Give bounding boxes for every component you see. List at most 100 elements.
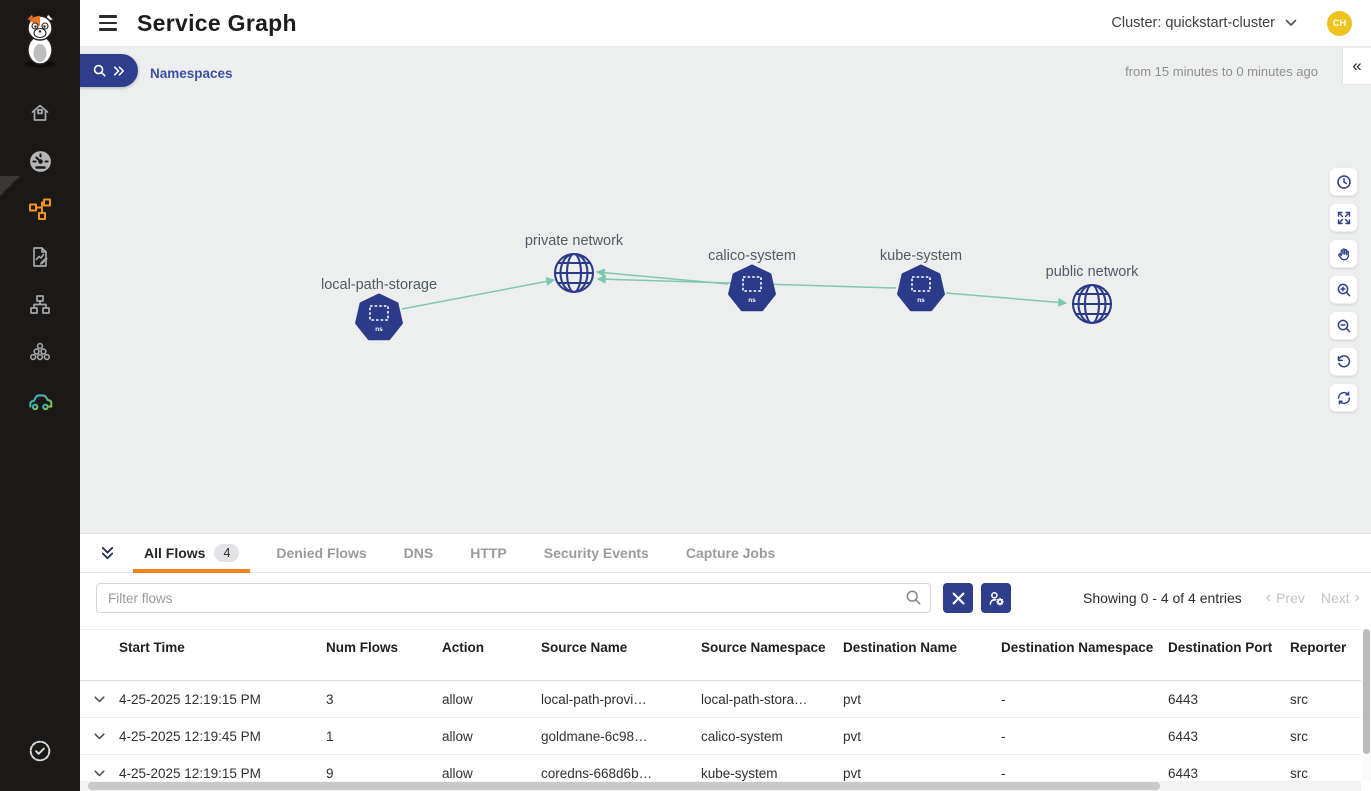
- cell-action: allow: [442, 728, 473, 744]
- pagination: ‹ Prev Next ›: [1265, 589, 1360, 607]
- home-icon: [31, 104, 49, 121]
- tab-capture-jobs[interactable]: Capture Jobs: [675, 534, 786, 573]
- column-header[interactable]: Action: [442, 640, 484, 655]
- node-label: kube-system: [880, 248, 962, 264]
- cell-num-flows: 9: [326, 765, 334, 781]
- search-icon[interactable]: [905, 589, 922, 611]
- tab-dns[interactable]: DNS: [393, 534, 445, 573]
- tab-all-flows[interactable]: All Flows 4: [133, 534, 251, 573]
- sidebar-item-components[interactable]: [0, 329, 80, 377]
- refresh-button[interactable]: [1329, 383, 1358, 412]
- tab-label: All Flows: [144, 545, 206, 561]
- tab-label: DNS: [403, 545, 434, 561]
- graph-tools: [1329, 167, 1358, 412]
- next-page-button[interactable]: Next ›: [1320, 589, 1360, 607]
- cell-reporter: src: [1290, 691, 1308, 707]
- search-icon: [93, 64, 106, 77]
- time-settings-button[interactable]: [1329, 167, 1358, 196]
- policies-icon: [33, 247, 48, 267]
- pan-hand-icon: [1337, 247, 1349, 260]
- namespace-glyph: [911, 276, 931, 292]
- cell-action: allow: [442, 691, 473, 707]
- cell-reporter: src: [1290, 765, 1308, 781]
- avatar[interactable]: CH: [1327, 10, 1352, 36]
- sidebar-item-home[interactable]: [0, 89, 80, 137]
- sidebar: [0, 0, 80, 791]
- hamburger-menu-icon[interactable]: [99, 13, 119, 33]
- cluster-selector[interactable]: Cluster: quickstart-cluster: [1111, 15, 1297, 31]
- sidebar-item-service-graph[interactable]: [0, 185, 80, 233]
- zoom-in-button[interactable]: [1329, 275, 1358, 304]
- sidebar-item-dashboard[interactable]: [0, 137, 80, 185]
- node-kube-system[interactable]: ns kube-system: [878, 247, 964, 312]
- node-local-path-storage[interactable]: ns local-path-storage: [319, 276, 439, 341]
- column-header[interactable]: Num Flows: [326, 640, 399, 655]
- flows-filter-row: Showing 0 - 4 of 4 entries ‹Prev Next›: [96, 583, 1360, 613]
- horizontal-scrollbar-thumb[interactable]: [88, 782, 1160, 790]
- dashboard-gauge-icon: [29, 150, 51, 172]
- node-public-network[interactable]: public network: [1044, 263, 1141, 325]
- collapse-side-panel-button[interactable]: «: [1342, 48, 1371, 85]
- sidebar-item-certificate[interactable]: [0, 729, 80, 773]
- table-row[interactable]: 4-25-2025 12:19:45 PM 1 allow goldmane-6…: [80, 718, 1361, 755]
- namespace-heptagon-icon: [728, 264, 776, 312]
- filter-flows-input[interactable]: [96, 583, 931, 613]
- breadcrumb[interactable]: Namespaces: [150, 66, 233, 81]
- cell-destination-port: 6443: [1168, 765, 1199, 781]
- edge-kube-to-public: [945, 292, 1068, 307]
- expand-row-button[interactable]: [80, 769, 119, 777]
- column-header[interactable]: Destination Name: [843, 640, 958, 655]
- tab-count-badge: 4: [214, 544, 240, 562]
- column-header[interactable]: Destination Namespace: [1001, 640, 1154, 655]
- flow-settings-button[interactable]: [981, 583, 1011, 613]
- cell-destination-namespace: -: [1001, 728, 1006, 744]
- service-graph-svg[interactable]: private network public network ns local-…: [80, 47, 1371, 533]
- column-header[interactable]: Reporter: [1290, 640, 1347, 655]
- expand-row-button[interactable]: [80, 732, 119, 740]
- sidebar-item-policies[interactable]: [0, 233, 80, 281]
- cell-num-flows: 1: [326, 728, 334, 744]
- cell-source-namespace: kube-system: [701, 765, 778, 781]
- zoom-out-button[interactable]: [1329, 311, 1358, 340]
- tab-denied-flows[interactable]: Denied Flows: [265, 534, 377, 573]
- cell-source-namespace: calico-system: [701, 728, 783, 744]
- column-header[interactable]: Destination Port: [1168, 640, 1273, 655]
- reset-layout-button[interactable]: [1329, 347, 1358, 376]
- column-header[interactable]: Source Namespace: [701, 640, 826, 655]
- cell-reporter: src: [1290, 728, 1308, 744]
- node-label: public network: [1046, 264, 1139, 280]
- components-cluster-icon: [29, 342, 50, 361]
- column-header[interactable]: Source Name: [541, 640, 628, 655]
- table-row[interactable]: 4-25-2025 12:19:15 PM 9 allow coredns-66…: [80, 755, 1361, 791]
- cell-start-time: 4-25-2025 12:19:45 PM: [119, 728, 261, 744]
- vertical-scrollbar-thumb[interactable]: [1363, 629, 1370, 754]
- time-settings-icon: [1336, 174, 1351, 189]
- showing-entries-label: Showing 0 - 4 of 4 entries: [1083, 590, 1242, 606]
- namespace-heptagon-icon: [355, 293, 403, 341]
- expand-row-button[interactable]: [80, 695, 119, 703]
- active-item-notch: [0, 176, 20, 196]
- sidebar-item-compliance[interactable]: [0, 377, 80, 425]
- cell-destination-namespace: -: [1001, 765, 1006, 781]
- pan-button[interactable]: [1329, 239, 1358, 268]
- cell-source-name: coredns-668d6b…: [541, 765, 653, 781]
- cell-source-name: goldmane-6c98…: [541, 728, 648, 744]
- tab-http[interactable]: HTTP: [459, 534, 518, 573]
- graph-search-button[interactable]: [80, 54, 138, 87]
- sidebar-item-network[interactable]: [0, 281, 80, 329]
- clear-filter-button[interactable]: [943, 583, 973, 613]
- node-calico-system[interactable]: ns calico-system: [707, 247, 797, 312]
- prev-page-button[interactable]: ‹ Prev: [1265, 589, 1305, 607]
- horizontal-scrollbar[interactable]: [80, 781, 1361, 791]
- node-private-network[interactable]: private network: [523, 232, 625, 294]
- table-row[interactable]: 4-25-2025 12:19:15 PM 3 allow local-path…: [80, 681, 1361, 718]
- namespace-glyph: [369, 305, 389, 321]
- fit-screen-button[interactable]: [1329, 203, 1358, 232]
- globe-icon: [1071, 283, 1113, 325]
- column-header[interactable]: Start Time: [119, 640, 185, 655]
- vertical-scrollbar[interactable]: [1362, 629, 1371, 781]
- app-header: Service Graph Cluster: quickstart-cluste…: [80, 0, 1371, 47]
- tab-security-events[interactable]: Security Events: [533, 534, 660, 573]
- collapse-flows-panel-button[interactable]: [96, 542, 118, 564]
- cell-num-flows: 3: [326, 691, 334, 707]
